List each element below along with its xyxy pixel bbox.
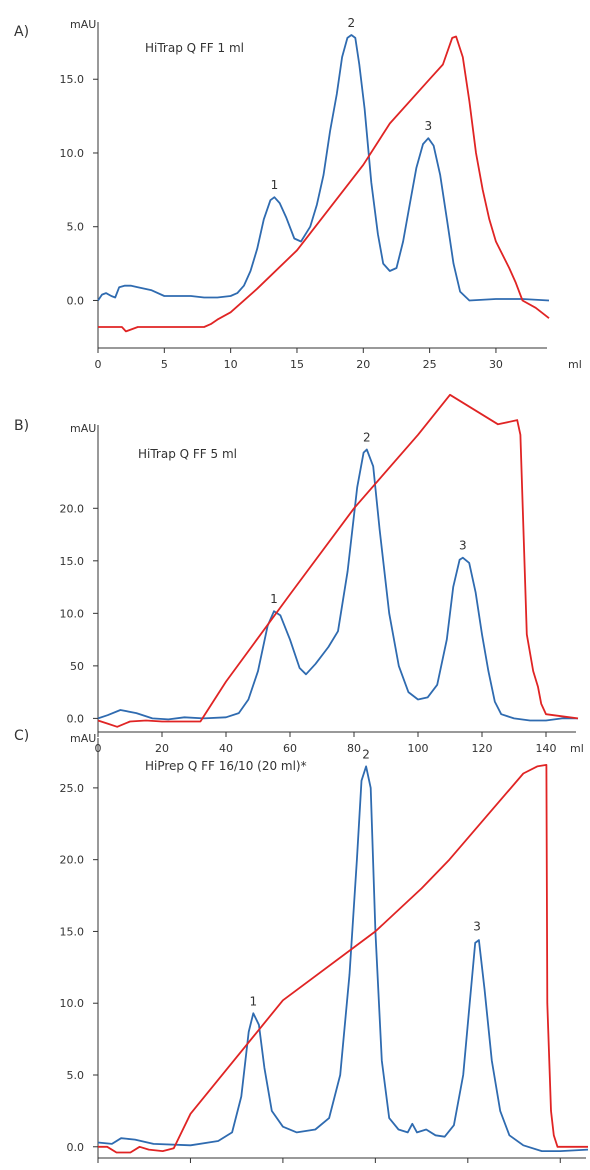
panel-1-peak-label: 2 xyxy=(348,16,356,30)
panel-3-uv-trace xyxy=(97,765,589,1152)
panel-1-title: HiTrap Q FF 1 ml xyxy=(145,41,244,55)
panel-3-peak-label: 3 xyxy=(473,920,481,934)
panel-2-peak-label: 2 xyxy=(363,430,371,444)
panel-2-x-tick-label: 60 xyxy=(283,742,297,755)
panel-1-x-tick-label: 0 xyxy=(95,358,102,371)
panel-2-x-tick-label: 140 xyxy=(536,742,557,755)
panel-1-x-tick-label: 5 xyxy=(161,358,168,371)
panel-2-title: HiTrap Q FF 5 ml xyxy=(138,447,237,461)
panel-3-y-tick-label: 10.0 xyxy=(60,997,85,1010)
panel-2-y-tick-label: 50 xyxy=(70,660,84,673)
panel-1-x-tick-label: 25 xyxy=(423,358,437,371)
panel-2-peak-label: 1 xyxy=(270,592,278,606)
panel-2-y-tick-label: 0.0 xyxy=(67,712,85,725)
panel-3-y-tick-label: 5.0 xyxy=(67,1069,85,1082)
panel-3-y-tick-label: 15.0 xyxy=(60,925,85,938)
panel-3-y-tick-label: 25.0 xyxy=(60,782,85,795)
panel-3-title: HiPrep Q FF 16/10 (20 ml)* xyxy=(145,759,307,773)
panel-2-letter: B) xyxy=(14,418,29,434)
panel-2-x-tick-label: 20 xyxy=(155,742,169,755)
panel-3-x-tick-label: 100 xyxy=(180,1168,201,1170)
panel-1-x-unit: ml xyxy=(568,358,582,371)
panel-1-x-tick-label: 20 xyxy=(356,358,370,371)
panel-2-uv-trace xyxy=(97,448,578,722)
panel-2-y-tick-label: 15.0 xyxy=(60,555,85,568)
panel-3-gradient-trace xyxy=(98,764,588,1154)
panel-3-peak-label: 2 xyxy=(362,747,370,761)
panel-1-gradient-trace xyxy=(98,35,550,333)
panel-1-x-tick-label: 10 xyxy=(224,358,238,371)
panel-1-letter: A) xyxy=(14,24,29,40)
panel-1-uv-trace xyxy=(97,34,550,302)
panel-1-y-unit: mAU xyxy=(70,18,96,31)
panel-1-x-tick-label: 15 xyxy=(290,358,304,371)
panel-1-y-tick-label: 0.0 xyxy=(67,294,85,307)
panel-2-x-tick-label: 80 xyxy=(347,742,361,755)
panel-2-x-tick-label: 120 xyxy=(472,742,493,755)
panel-3-x-unit: ml xyxy=(582,1168,590,1170)
panel-3-x-tick-label: 300 xyxy=(365,1168,386,1170)
panel-1-x-tick-label: 30 xyxy=(489,358,503,371)
panel-3-x-tick-label: 400 xyxy=(457,1168,478,1170)
panel-3-y-tick-label: 0.0 xyxy=(67,1141,85,1154)
panel-1-y-tick-label: 5.0 xyxy=(67,221,85,234)
panel-1-peak-label: 3 xyxy=(424,119,432,133)
panel-3-peak-label: 1 xyxy=(250,994,258,1008)
panel-1-y-tick-label: 15.0 xyxy=(60,73,85,86)
panel-2-y-tick-label: 20.0 xyxy=(60,502,85,515)
panel-2-y-tick-label: 10.0 xyxy=(60,607,85,620)
panel-3-x-tick-label: 200 xyxy=(272,1168,293,1170)
panel-2-peak-label: 3 xyxy=(459,539,467,553)
panel-3-y-unit: mAU xyxy=(70,732,96,745)
panel-2-y-unit: mAU xyxy=(70,422,96,435)
panel-1-peak-label: 1 xyxy=(271,178,279,192)
panel-3-x-tick-label: 500 xyxy=(550,1168,571,1170)
panel-2-x-unit: ml xyxy=(570,742,584,755)
panel-2-gradient-trace xyxy=(97,393,579,728)
panel-1-y-tick-label: 10.0 xyxy=(60,147,85,160)
panel-2-x-tick-label: 40 xyxy=(219,742,233,755)
panel-3-letter: C) xyxy=(14,728,29,744)
panel-3-x-tick-label: 0 xyxy=(95,1168,102,1170)
panel-3-y-tick-label: 20.0 xyxy=(60,854,85,867)
panel-2-x-tick-label: 100 xyxy=(408,742,429,755)
